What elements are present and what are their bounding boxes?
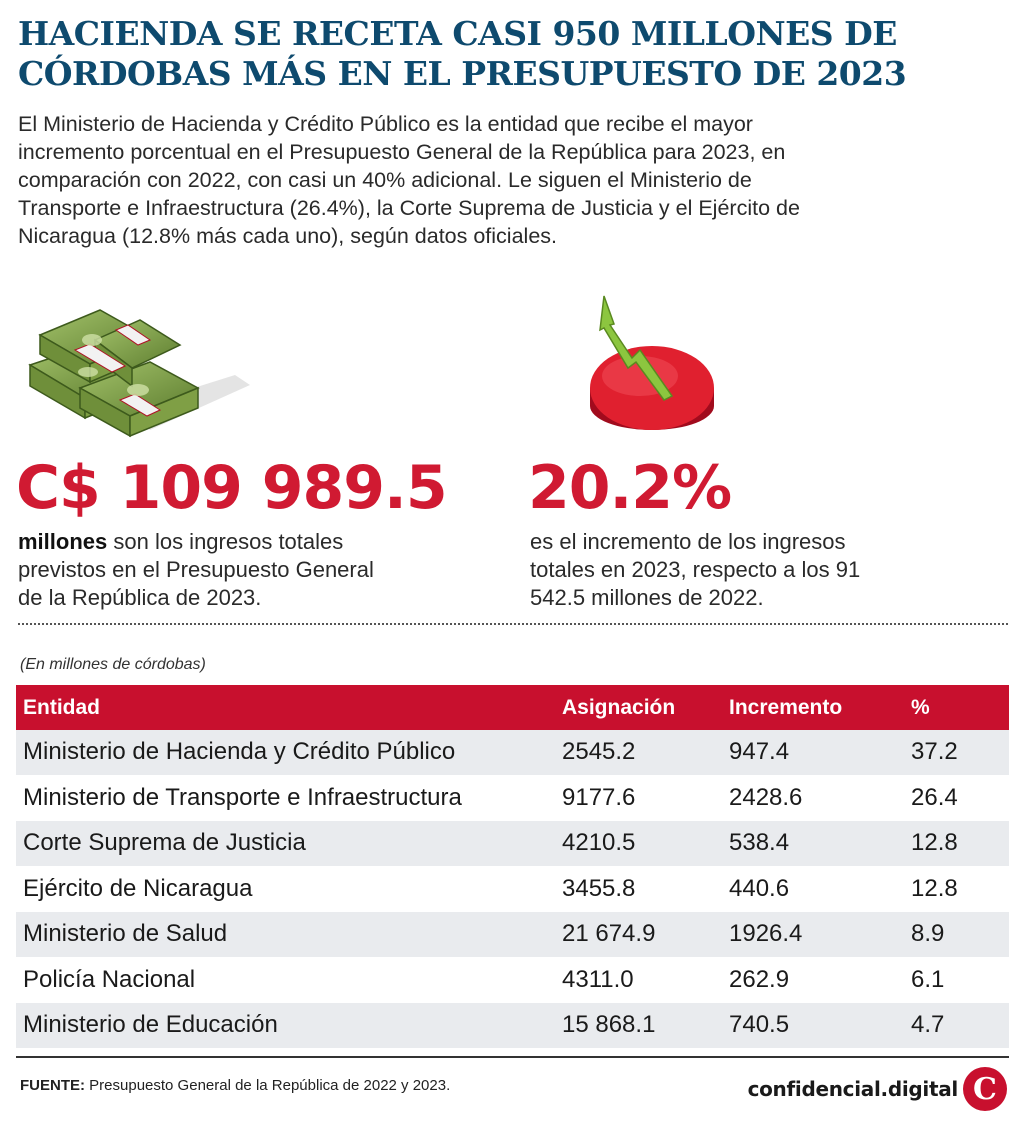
budget-table: Entidad Asignación Incremento % Minister… [16, 685, 1009, 1049]
logo-letter: C [973, 1072, 997, 1107]
pie-growth-arrow-icon [590, 295, 714, 430]
cell-entidad: Ministerio de Hacienda y Crédito Público [16, 730, 555, 776]
income-increase-value: 20.2% [528, 453, 732, 523]
brand-link[interactable]: confidencial.digital [747, 1077, 959, 1101]
cell-asignacion: 2545.2 [555, 730, 722, 776]
cell-asignacion: 3455.8 [555, 866, 722, 912]
cell-incremento: 538.4 [722, 820, 904, 867]
table-row: Ejército de Nicaragua 3455.8 440.6 12.8 [16, 866, 1009, 912]
cell-asignacion: 21 674.9 [555, 911, 722, 958]
source-label: FUENTE: [20, 1077, 85, 1094]
total-income-text: son los ingresos totales previstos en el… [18, 529, 374, 610]
intro-paragraph: El Ministerio de Hacienda y Crédito Públ… [18, 112, 800, 248]
table-row: Ministerio de Educación 15 868.1 740.5 4… [16, 1002, 1009, 1049]
cell-entidad: Corte Suprema de Justicia [16, 820, 555, 867]
cell-entidad: Ministerio de Educación [16, 1002, 555, 1049]
cell-percent: 12.8 [904, 866, 1009, 912]
header-percent: % [904, 685, 1009, 730]
table-row: Corte Suprema de Justicia 4210.5 538.4 1… [16, 820, 1009, 867]
cell-percent: 4.7 [904, 1002, 1009, 1049]
table-row: Ministerio de Salud 21 674.9 1926.4 8.9 [16, 911, 1009, 958]
cell-percent: 6.1 [904, 957, 1009, 1003]
confidencial-logo-icon[interactable]: C [962, 1066, 1008, 1112]
header-asignacion: Asignación [555, 685, 722, 730]
footer-rule [16, 1056, 1009, 1058]
cell-asignacion: 4311.0 [555, 957, 722, 1003]
income-increase-description: es el incremento de los ingresos totales… [530, 529, 861, 610]
cell-entidad: Policía Nacional [16, 957, 555, 1003]
cell-incremento: 740.5 [722, 1002, 904, 1049]
header-incremento: Incremento [722, 685, 904, 730]
cell-incremento: 947.4 [722, 730, 904, 776]
table-row: Ministerio de Transporte e Infraestructu… [16, 775, 1009, 821]
table-units-note: (En millones de córdobas) [20, 656, 206, 673]
cell-percent: 37.2 [904, 730, 1009, 776]
cell-entidad: Ministerio de Salud [16, 911, 555, 958]
total-income-description: millones son los ingresos totales previs… [18, 528, 398, 612]
total-income-value: C$ 109 989.5 [16, 453, 448, 523]
cell-percent: 8.9 [904, 911, 1009, 958]
source-note: FUENTE: Presupuesto General de la Repúbl… [20, 1077, 450, 1094]
cell-incremento: 1926.4 [722, 911, 904, 958]
cell-entidad: Ministerio de Transporte e Infraestructu… [16, 775, 555, 821]
cell-asignacion: 9177.6 [555, 775, 722, 821]
cell-asignacion: 4210.5 [555, 820, 722, 867]
cell-percent: 26.4 [904, 775, 1009, 821]
page-title: HACIENDA SE RECETA CASI 950 MILLONES DE … [18, 14, 907, 93]
cell-incremento: 2428.6 [722, 775, 904, 821]
source-text: Presupuesto General de la República de 2… [85, 1077, 451, 1094]
cell-asignacion: 15 868.1 [555, 1002, 722, 1049]
millones-label: millones [18, 529, 108, 554]
table-row: Ministerio de Hacienda y Crédito Público… [16, 730, 1009, 776]
dotted-divider [18, 623, 1008, 625]
cell-entidad: Ejército de Nicaragua [16, 866, 555, 912]
money-stack-icon [28, 309, 250, 438]
cell-incremento: 440.6 [722, 866, 904, 912]
table-header-row: Entidad Asignación Incremento % [16, 685, 1009, 730]
cell-incremento: 262.9 [722, 957, 904, 1003]
header-entidad: Entidad [16, 685, 555, 730]
cell-percent: 12.8 [904, 820, 1009, 867]
table-row: Policía Nacional 4311.0 262.9 6.1 [16, 957, 1009, 1003]
